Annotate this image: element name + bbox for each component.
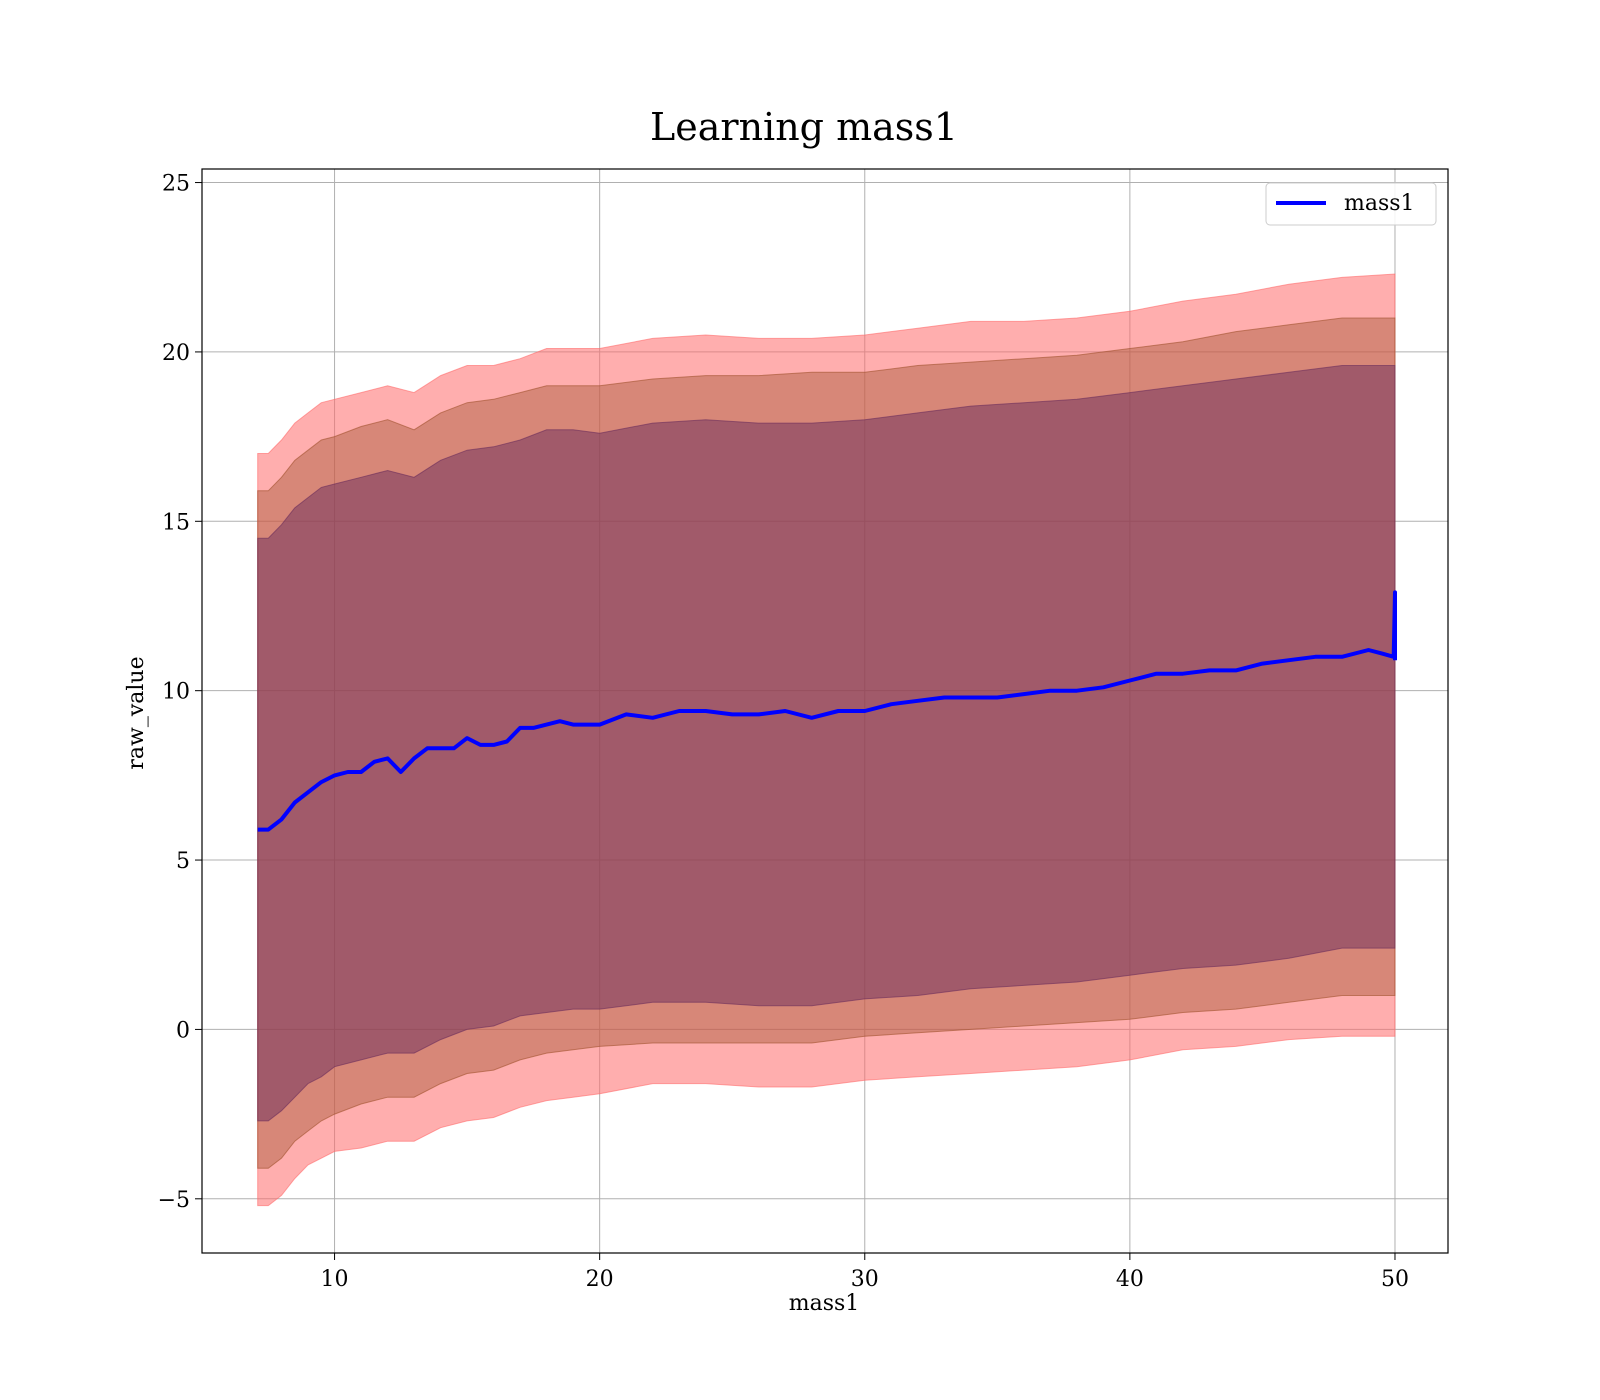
legend-box [1265,182,1437,226]
y-tick-label: 0 [176,1018,190,1043]
y-tick-label: 10 [162,680,190,705]
x-tick-label: 50 [1381,1267,1409,1292]
x-tick-label: 10 [321,1267,349,1292]
uncertainty-bands [257,273,1396,1207]
x-tick-label: 30 [851,1267,879,1292]
legend: mass1 [1265,182,1437,226]
x-tick-label: 20 [586,1267,614,1292]
series-line-mass1 [257,590,1397,832]
legend-label-mass1: mass1 [1344,191,1415,216]
y-axis-label: raw_value [124,656,149,769]
y-tick-label: 5 [176,849,190,874]
y-tick-label: 15 [162,510,190,535]
y-tick-label: 20 [162,341,190,366]
band-2 [257,365,1396,1122]
y-tick-label: −5 [158,1188,190,1213]
x-axis-ticks: 10 20 30 40 50 [321,1253,1409,1292]
y-axis-ticks: −5 0 5 10 15 20 25 [158,172,202,1213]
y-tick-label: 25 [162,172,190,197]
chart-title: Learning mass1 [650,105,958,149]
x-axis-label: mass1 [789,1291,860,1316]
plot-frame [201,168,1449,1254]
x-tick-label: 40 [1116,1267,1144,1292]
series-lines [257,590,1397,832]
